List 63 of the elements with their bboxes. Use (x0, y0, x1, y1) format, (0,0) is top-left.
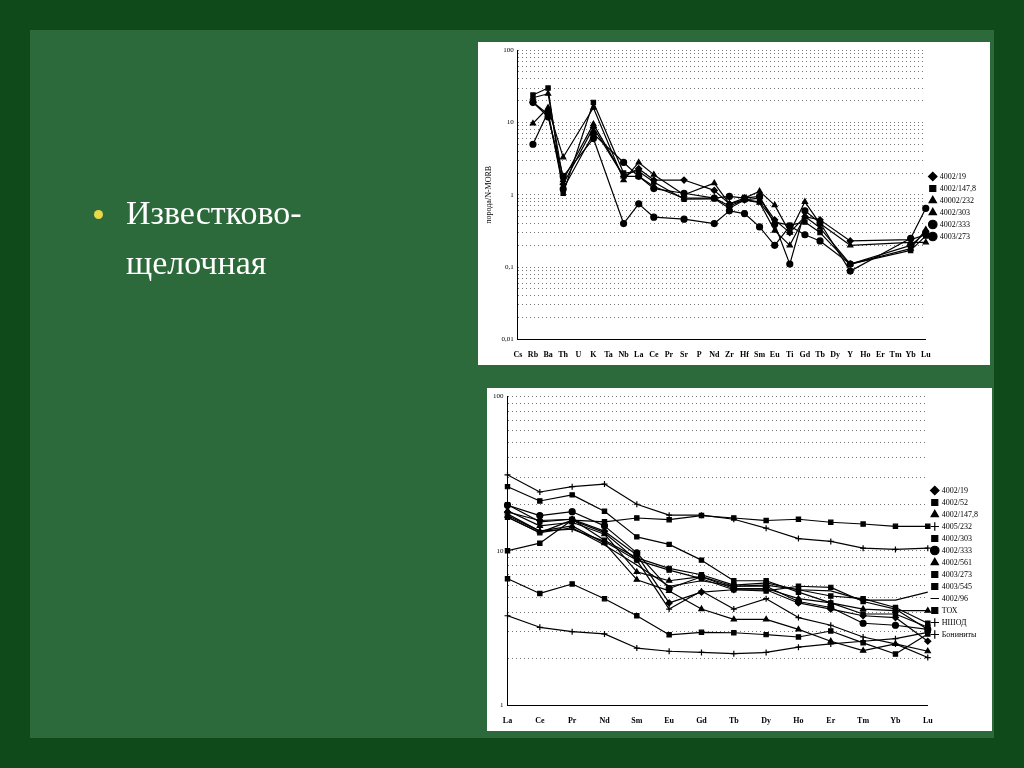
x-tick-label: Zr (724, 350, 735, 360)
x-tick-label: Ta (604, 350, 613, 360)
x-tick-label: Er (826, 716, 836, 726)
x-tick-label: Eu (664, 716, 675, 726)
legend-label: 4002/52 (941, 497, 969, 507)
x-tick-label: Yb (905, 350, 917, 360)
x-tick-label: Lu (920, 350, 932, 360)
x-tick-label: U (575, 350, 582, 360)
x-tick-label: Ho (860, 350, 871, 360)
x-tick-label: Tb (815, 350, 826, 360)
x-tick-label: K (590, 350, 598, 360)
x-tick-label: Pr (664, 350, 674, 360)
legend-label: НШОД (941, 617, 967, 627)
x-tick-label: Nb (618, 350, 630, 360)
legend-label: 4002/19 (941, 485, 969, 495)
x-tick-label: Sm (754, 350, 766, 360)
x-tick-label: Rb (527, 350, 539, 360)
legend-label: 4002/147,8 (941, 509, 979, 519)
x-tick-label: Ti (786, 350, 795, 360)
legend-label: 4002/147,8 (939, 183, 977, 193)
x-tick-label: P (696, 350, 702, 360)
x-tick-label: Hf (740, 350, 750, 360)
x-tick-label: Ce (535, 716, 545, 726)
legend-label: 4002/96 (941, 593, 969, 603)
legend-label: 4003/545 (941, 581, 973, 591)
x-tick-label: La (502, 716, 513, 726)
x-tick-label: Tm (857, 716, 870, 726)
x-tick-label: Eu (769, 350, 781, 360)
text: Известково-щелочная (126, 194, 302, 281)
x-tick-label: Tb (728, 716, 740, 726)
x-tick-label: Tm (889, 350, 902, 360)
legend-label: 4002/303 (941, 533, 973, 543)
legend-label: 4002/561 (941, 557, 973, 567)
legend-label: 4002/333 (941, 545, 973, 555)
legend-label: 4002/303 (939, 207, 971, 217)
x-tick-label: Er (876, 350, 886, 360)
x-tick-label: Sm (631, 716, 643, 726)
x-tick-label: Pr (567, 716, 577, 726)
x-tick-label: Dy (761, 716, 772, 726)
x-tick-label: Lu (922, 716, 934, 726)
x-tick-label: Y (847, 350, 854, 360)
x-tick-label: Th (558, 350, 569, 360)
x-tick-label: Ho (793, 716, 804, 726)
x-tick-label: Nd (709, 350, 720, 360)
x-tick-label: Sr (680, 350, 689, 360)
y-axis-title: порода/N-MORB (483, 165, 493, 224)
x-tick-label: Ce (649, 350, 659, 360)
legend-label: ТОХ (941, 605, 958, 615)
legend-label: 4003/273 (939, 231, 971, 241)
legend-label: 4002/333 (939, 219, 971, 229)
legend-label: 40002/232 (939, 195, 975, 205)
x-tick-label: La (634, 350, 644, 360)
x-tick-label: Yb (890, 716, 902, 726)
x-tick-label: Cs (513, 350, 523, 360)
legend-label: 4002/19 (939, 171, 967, 181)
x-tick-label: Ba (543, 350, 553, 360)
x-tick-label: Gd (696, 716, 708, 726)
legend-label: 4003/273 (941, 569, 973, 579)
legend-label: Бониниты (941, 629, 977, 639)
x-tick-label: Dy (830, 350, 841, 360)
legend-label: 4005/232 (941, 521, 973, 531)
x-tick-label: Nd (599, 716, 611, 726)
x-tick-label: Gd (799, 350, 811, 360)
